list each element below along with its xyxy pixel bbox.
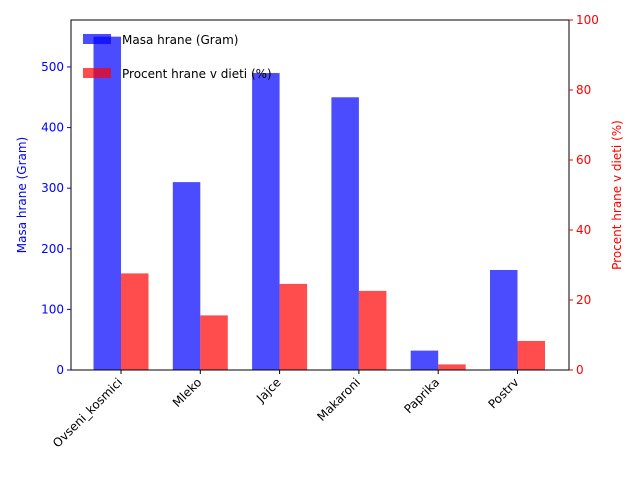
bar-procent-mleko bbox=[200, 315, 228, 370]
bar-masa-paprika bbox=[410, 350, 439, 370]
bar-procent-paprika bbox=[438, 364, 466, 370]
y-right-tick-label: 40 bbox=[576, 223, 591, 237]
y-right-tick-label: 0 bbox=[576, 363, 584, 377]
y-axis-right-label: Procent hrane v dieti (%) bbox=[610, 120, 624, 270]
y-left-tick-label: 400 bbox=[41, 121, 64, 135]
bar-masa-ovseni_kosmici bbox=[93, 36, 121, 371]
bar-procent-makaroni bbox=[358, 290, 387, 370]
bar-procent-ovseni_kosmici bbox=[121, 273, 149, 370]
legend-swatch-masa bbox=[83, 34, 111, 44]
legend-swatch-procent bbox=[83, 68, 111, 78]
bar-masa-jajce bbox=[252, 73, 280, 370]
bar-procent-jajce bbox=[279, 283, 308, 370]
y-axis-right: 0 20 40 60 80 100 bbox=[569, 13, 599, 377]
y-right-tick-label: 20 bbox=[576, 293, 591, 307]
y-left-tick-label: 0 bbox=[56, 363, 64, 377]
y-right-tick-label: 80 bbox=[576, 83, 591, 97]
plot-frame bbox=[70, 19, 570, 371]
y-right-tick-label: 60 bbox=[576, 153, 591, 167]
y-axis-left: 0 100 200 300 400 500 bbox=[41, 60, 71, 377]
y-right-tick-label: 100 bbox=[576, 13, 599, 27]
legend-label-procent: Procent hrane v dieti (%) bbox=[122, 67, 272, 81]
bar-masa-mleko bbox=[172, 182, 201, 370]
bar-procent-postrv bbox=[517, 340, 545, 370]
y-left-tick-label: 200 bbox=[41, 242, 64, 256]
bar-masa-postrv bbox=[490, 270, 518, 370]
bars-layer bbox=[93, 36, 545, 371]
y-axis-left-label: Masa hrane (Gram) bbox=[15, 137, 29, 253]
y-left-tick-label: 100 bbox=[41, 302, 64, 316]
legend: Masa hrane (Gram) Procent hrane v dieti (… bbox=[83, 33, 272, 81]
legend-label-masa: Masa hrane (Gram) bbox=[122, 33, 238, 47]
bar-masa-makaroni bbox=[331, 97, 359, 370]
y-left-tick-label: 300 bbox=[41, 181, 64, 195]
y-left-tick-label: 500 bbox=[41, 60, 64, 74]
